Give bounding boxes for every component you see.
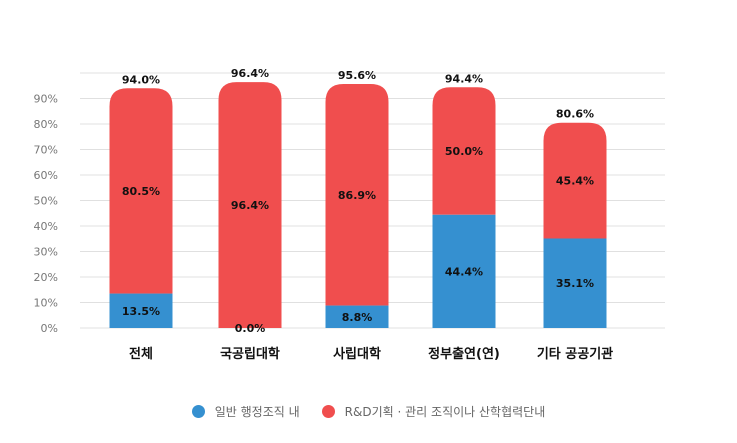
y-tick-label: 10% xyxy=(34,297,58,310)
data-label-rnd: 50.0% xyxy=(445,145,483,158)
bar-segment-general xyxy=(109,293,173,328)
data-label-total: 94.4% xyxy=(445,72,483,85)
y-tick-label: 50% xyxy=(34,195,58,208)
bar-segment-rnd xyxy=(543,122,607,239)
legend-item-general[interactable]: 일반 행정조직 내 xyxy=(191,403,300,420)
data-label-rnd: 96.4% xyxy=(231,199,269,212)
x-tick-label: 국공립대학 xyxy=(220,346,280,362)
y-tick-label: 20% xyxy=(34,271,58,284)
y-tick-label: 90% xyxy=(34,93,58,106)
data-label-general: 35.1% xyxy=(556,277,594,290)
data-label-total: 80.6% xyxy=(556,108,594,121)
legend-dot-icon xyxy=(321,405,335,418)
data-label-total: 95.6% xyxy=(338,69,376,82)
bar-segment-general xyxy=(432,214,496,328)
legend-label: R&D기획 · 관리 조직이나 산학협력단내 xyxy=(344,405,546,419)
bar-segment-rnd xyxy=(432,87,496,215)
bar-segment-general xyxy=(325,305,389,328)
y-tick-label: 0% xyxy=(41,322,58,335)
legend-label: 일반 행정조직 내 xyxy=(214,405,300,419)
y-tick-label: 60% xyxy=(34,169,58,182)
data-label-total: 94.0% xyxy=(122,73,160,86)
data-label-rnd: 45.4% xyxy=(556,175,594,188)
bar-segment-general xyxy=(543,238,607,328)
bar-segment-rnd xyxy=(218,82,282,329)
y-tick-label: 30% xyxy=(34,246,58,259)
data-label-general: 13.5% xyxy=(122,305,160,318)
data-label-total: 96.4% xyxy=(231,67,269,80)
x-tick-label: 정부출연(연) xyxy=(428,346,500,362)
data-label-rnd: 80.5% xyxy=(122,185,160,198)
data-label-general: 0.0% xyxy=(235,322,266,335)
y-tick-label: 80% xyxy=(34,118,58,131)
legend: 일반 행정조직 내 R&D기획 · 관리 조직이나 산학협력단내 xyxy=(0,403,737,420)
x-tick-label: 사립대학 xyxy=(333,346,381,362)
legend-dot-icon xyxy=(191,405,205,418)
data-label-rnd: 86.9% xyxy=(338,189,376,202)
data-label-general: 8.8% xyxy=(342,311,373,324)
y-tick-label: 40% xyxy=(34,220,58,233)
data-label-general: 44.4% xyxy=(445,265,483,278)
bar-segment-rnd xyxy=(325,83,389,306)
x-tick-label: 전체 xyxy=(129,346,153,362)
legend-item-rnd[interactable]: R&D기획 · 관리 조직이나 산학협력단내 xyxy=(321,403,546,420)
bar-segment-rnd xyxy=(109,88,173,294)
x-tick-label: 기타 공공기관 xyxy=(537,346,613,362)
y-tick-label: 70% xyxy=(34,144,58,157)
